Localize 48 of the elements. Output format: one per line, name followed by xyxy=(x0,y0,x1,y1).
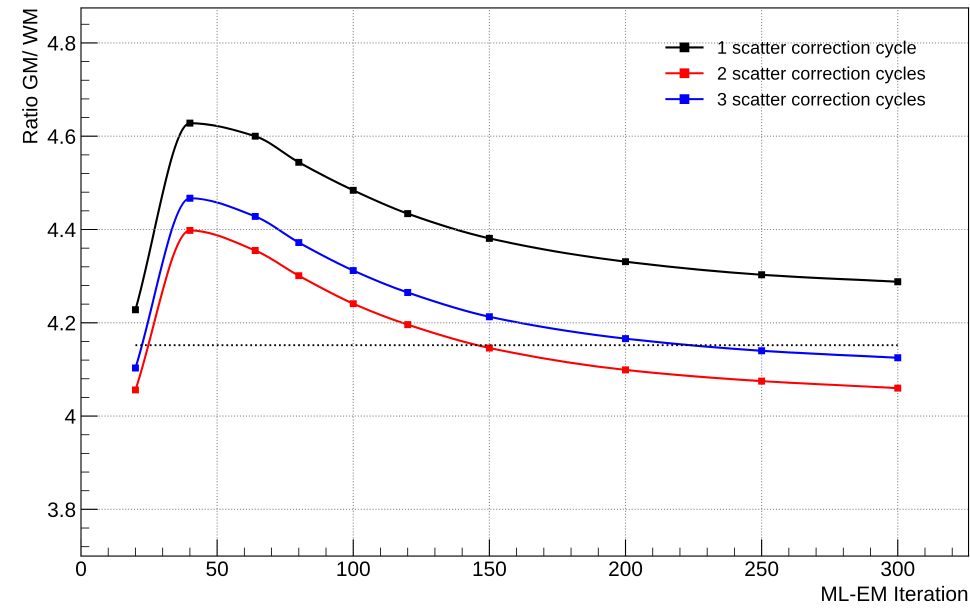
point xyxy=(252,247,259,254)
x-tick-label: 50 xyxy=(206,561,228,576)
point xyxy=(350,300,357,308)
point xyxy=(132,306,139,314)
x-tick-label: 200 xyxy=(609,561,642,576)
point xyxy=(350,186,357,194)
point xyxy=(132,386,139,394)
point xyxy=(622,335,629,342)
point xyxy=(404,210,412,218)
y-tick-label: 4.6 xyxy=(48,129,76,144)
y-tick-label: 3.8 xyxy=(48,502,76,518)
y-axis-title: Ratio GM/ WM xyxy=(22,10,38,143)
point xyxy=(404,289,412,296)
x-axis-title: ML-EM Iteration xyxy=(822,586,968,602)
point xyxy=(295,272,302,280)
point xyxy=(894,384,902,392)
point xyxy=(186,226,194,234)
y-tick-label: 4 xyxy=(65,409,76,424)
point xyxy=(486,234,493,242)
point xyxy=(758,271,766,278)
point xyxy=(252,132,259,140)
x-tick-label: 0 xyxy=(76,561,86,576)
point xyxy=(894,278,902,286)
x-tick-label: 150 xyxy=(474,561,506,576)
point xyxy=(622,366,629,374)
point xyxy=(486,344,493,352)
point xyxy=(186,120,194,127)
point xyxy=(758,378,766,385)
legend-label: 1 scatter correction cycle xyxy=(718,40,916,58)
point xyxy=(132,364,139,372)
point xyxy=(622,258,629,266)
x-tick-label: 300 xyxy=(881,561,914,576)
legend-label: 2 scatter correction cycles xyxy=(718,66,926,84)
point xyxy=(295,239,302,246)
point xyxy=(350,267,357,274)
y-tick-label: 4.4 xyxy=(48,222,76,238)
x-tick-label: 250 xyxy=(745,561,778,576)
point xyxy=(894,354,902,362)
point xyxy=(295,158,302,166)
y-tick-label: 4.8 xyxy=(48,36,76,51)
legend-label: 3 scatter correction cycles xyxy=(718,92,926,110)
point xyxy=(404,321,412,328)
point xyxy=(486,313,493,320)
point xyxy=(252,212,259,220)
point xyxy=(758,347,766,354)
y-tick-label: 4.2 xyxy=(48,316,76,330)
x-tick-label: 100 xyxy=(337,561,370,576)
point xyxy=(186,194,194,202)
